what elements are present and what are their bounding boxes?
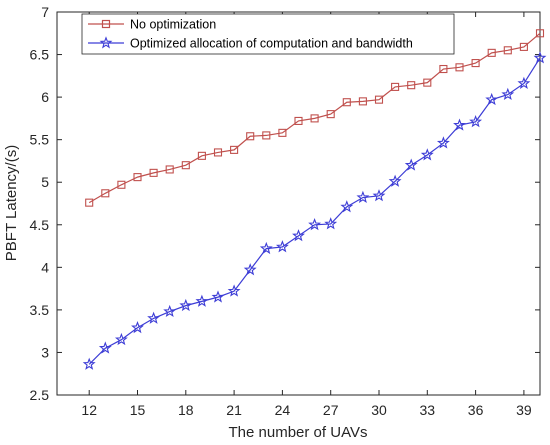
data-point-optimized (195, 294, 209, 307)
x-axis-label: The number of UAVs (229, 424, 368, 441)
legend-label-no-optimization: No optimization (130, 18, 216, 32)
x-tick-label: 30 (371, 402, 387, 418)
data-point-no-optimization (230, 145, 239, 154)
legend-marker-optimized (99, 36, 113, 49)
data-point-no-optimization (246, 132, 255, 141)
data-point-optimized (485, 92, 499, 106)
data-point-optimized (404, 158, 418, 171)
y-tick-label: 6 (41, 89, 49, 105)
data-point-optimized (259, 241, 273, 255)
data-point-optimized (114, 332, 128, 346)
data-point-no-optimization (133, 173, 142, 182)
series-line-no-optimization (88, 32, 541, 204)
x-tick-label: 27 (323, 402, 339, 418)
data-point-optimized (131, 321, 144, 334)
data-point-optimized (243, 263, 257, 276)
data-point-optimized (340, 200, 354, 213)
x-tick-label: 36 (468, 402, 484, 418)
data-point-no-optimization (342, 98, 351, 107)
axis-ticks: 12 15 18 21 24 27 30 33 36 39 2.5 3 3.5 4 4.5 5 5.5 6 6.5 7 (30, 4, 540, 418)
series-layer (82, 29, 547, 370)
data-point-no-optimization (391, 82, 400, 91)
data-point-no-optimization (455, 63, 464, 72)
series-line-optimized (88, 57, 541, 365)
data-point-no-optimization (358, 97, 367, 106)
y-tick-label: 5 (41, 174, 49, 190)
data-point-no-optimization (117, 180, 126, 189)
y-tick-label: 4.5 (30, 217, 50, 233)
data-point-no-optimization (471, 59, 480, 68)
data-point-optimized (436, 136, 450, 149)
x-tick-label: 24 (275, 402, 291, 418)
data-point-optimized (324, 217, 338, 230)
data-point-optimized (517, 76, 531, 89)
data-point-optimized (388, 174, 402, 187)
data-point-optimized (469, 115, 483, 128)
data-point-optimized (179, 298, 193, 312)
data-point-optimized (308, 218, 322, 231)
data-point-optimized (533, 51, 547, 64)
x-tick-label: 18 (178, 402, 194, 418)
x-tick-label: 39 (516, 402, 532, 418)
legend-label-optimized: Optimized allocation of computation and … (130, 37, 413, 51)
legend-marker-no-optimization (101, 19, 111, 29)
plot-area (56, 11, 541, 396)
data-point-no-optimization (423, 78, 432, 87)
data-point-no-optimization (519, 42, 528, 51)
data-point-optimized (98, 341, 112, 354)
x-tick-label: 33 (420, 402, 436, 418)
data-point-no-optimization (535, 29, 545, 38)
data-point-optimized (292, 229, 305, 242)
data-point-no-optimization (197, 151, 206, 160)
legend-box (81, 13, 455, 55)
y-tick-label: 4 (41, 259, 49, 275)
data-point-no-optimization (85, 198, 94, 207)
x-tick-label: 12 (81, 402, 97, 418)
data-point-no-optimization (503, 46, 512, 55)
data-point-no-optimization (165, 165, 174, 174)
data-point-no-optimization (149, 168, 158, 177)
legend: No optimization Optimized allocation of … (81, 13, 455, 55)
data-point-optimized (227, 284, 241, 297)
y-tick-label: 5.5 (30, 132, 50, 148)
x-tick-label: 15 (130, 402, 146, 418)
data-point-optimized (453, 118, 466, 131)
y-tick-label: 3.5 (30, 302, 50, 318)
data-point-optimized (147, 311, 161, 324)
data-point-no-optimization (407, 81, 416, 90)
data-point-no-optimization (294, 116, 303, 125)
data-point-optimized (211, 290, 225, 303)
y-tick-label: 2.5 (30, 387, 50, 403)
data-point-no-optimization (278, 128, 287, 137)
data-point-no-optimization (439, 64, 448, 74)
data-point-no-optimization (310, 114, 319, 123)
data-point-no-optimization (487, 48, 496, 57)
data-point-optimized (372, 189, 386, 202)
y-tick-label: 7 (41, 4, 49, 20)
data-point-optimized (501, 87, 515, 101)
x-tick-label: 21 (226, 402, 242, 418)
y-tick-label: 6.5 (30, 47, 50, 63)
data-point-optimized (82, 357, 96, 370)
y-tick-label: 3 (41, 344, 49, 360)
data-point-no-optimization (101, 189, 110, 198)
data-point-no-optimization (262, 131, 271, 140)
data-point-optimized (163, 304, 177, 318)
data-point-optimized (356, 190, 370, 204)
y-axis-label: PBFT Latency/(s) (3, 145, 20, 261)
data-point-no-optimization (181, 161, 190, 170)
data-point-no-optimization (213, 148, 223, 157)
data-point-optimized (275, 240, 289, 253)
data-point-no-optimization (326, 110, 335, 119)
data-point-no-optimization (374, 95, 384, 104)
data-point-optimized (420, 148, 434, 161)
